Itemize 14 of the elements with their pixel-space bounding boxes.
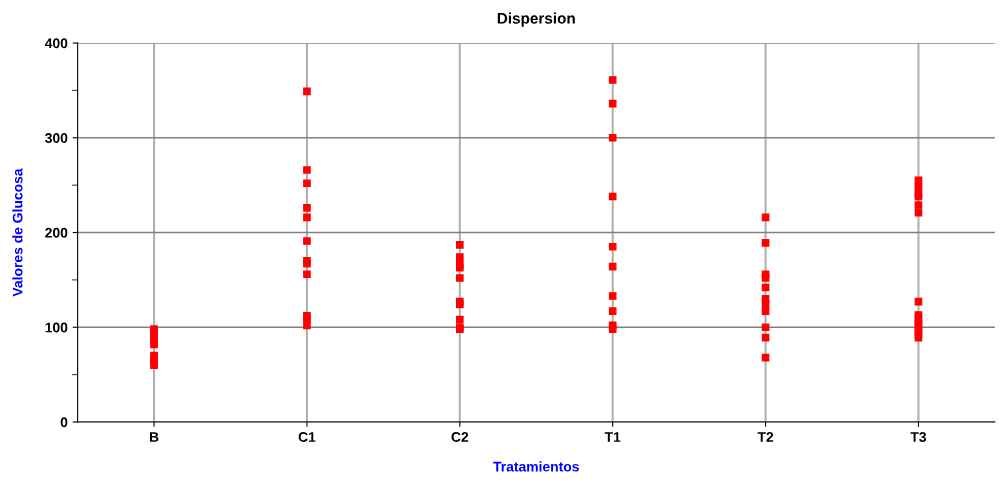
x-axis-title: Tratamientos xyxy=(493,461,579,472)
x-tick-label: C1 xyxy=(298,432,316,442)
chart-title: Dispersion xyxy=(497,12,575,27)
y-tick-label: 0 xyxy=(60,417,68,428)
x-tick-label: B xyxy=(149,432,159,442)
y-tick-label: 200 xyxy=(45,227,68,238)
x-tick-label: C2 xyxy=(451,432,469,442)
x-tick-label: T1 xyxy=(604,432,621,442)
y-axis-title: Valores de Glucosa xyxy=(12,168,23,297)
y-tick-label: 300 xyxy=(45,133,68,143)
y-tick-label: 100 xyxy=(45,322,68,333)
y-tick-label: 400 xyxy=(44,38,68,49)
x-tick-label: T3 xyxy=(910,432,927,442)
x-tick-label: T2 xyxy=(757,432,774,442)
